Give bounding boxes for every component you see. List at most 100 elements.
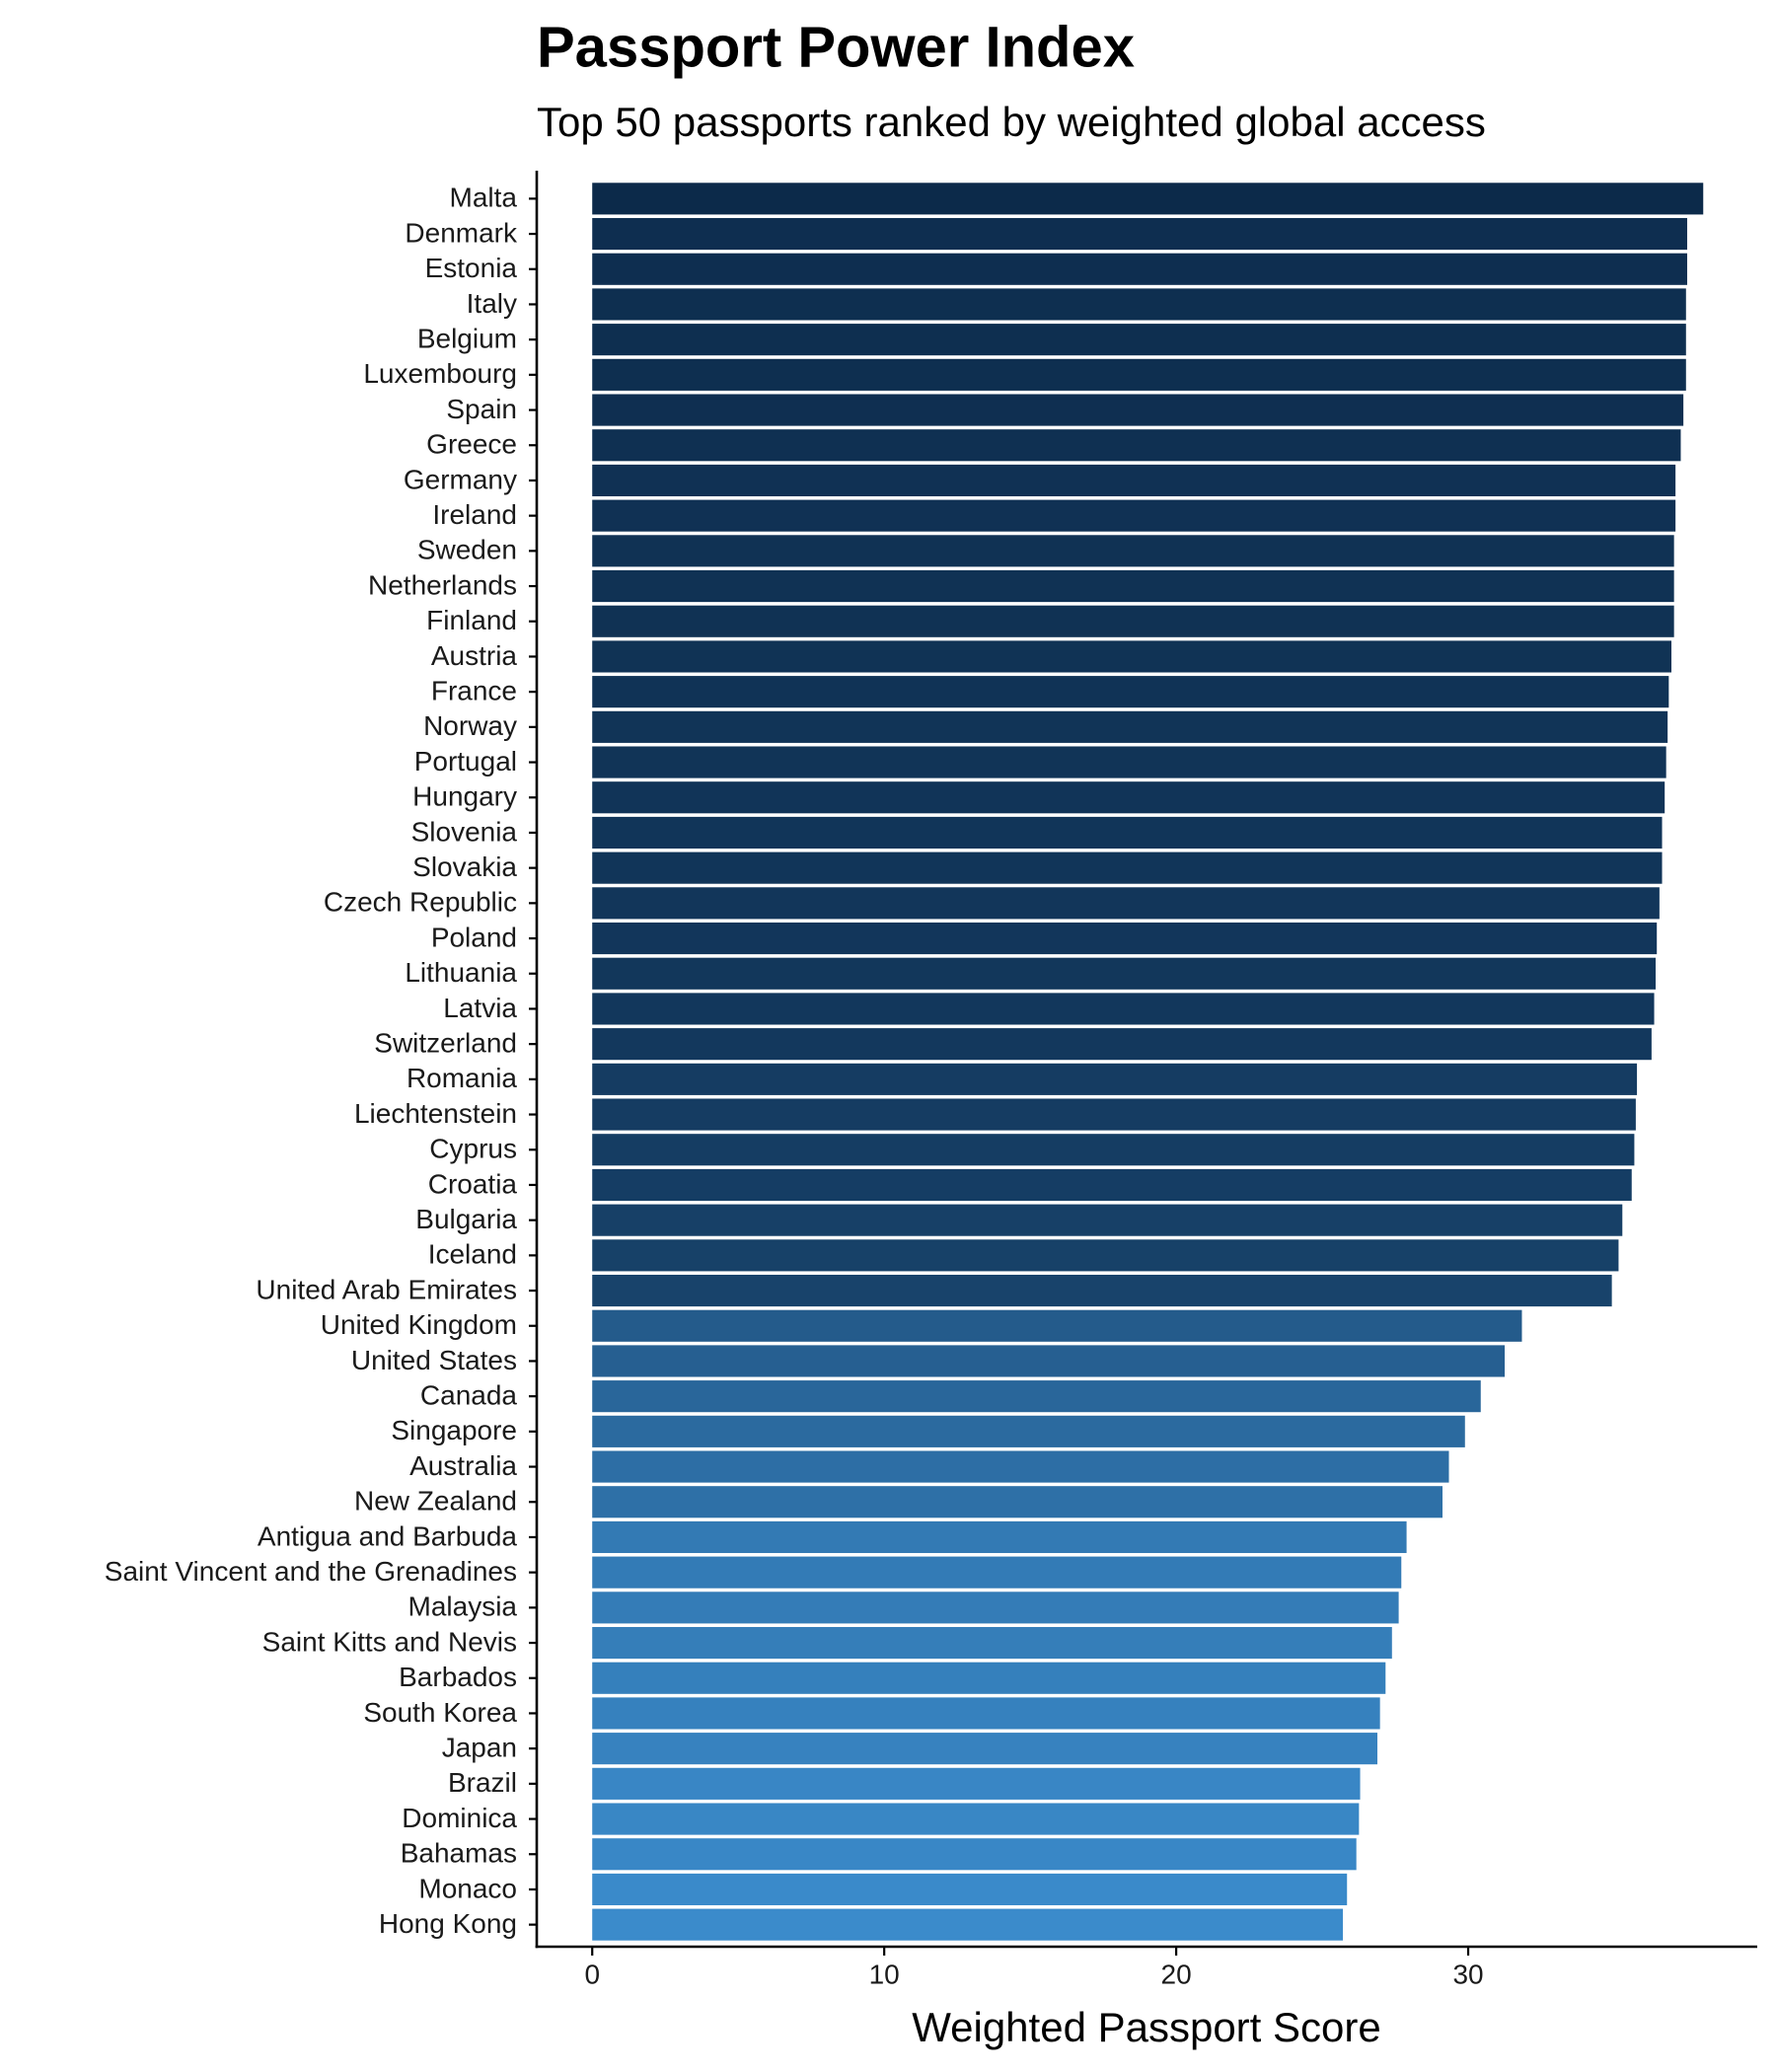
y-tick-label: Luxembourg [363,358,517,389]
bar [592,1767,1361,1800]
bar [592,217,1687,251]
bar [592,1520,1407,1554]
y-tick-label: Singapore [391,1415,517,1445]
y-tick-label: Hungary [412,781,517,812]
y-tick-label: United States [351,1345,517,1375]
y-tick-label: Cyprus [429,1134,517,1164]
bar [592,1626,1392,1660]
y-tick-label: Bahamas [401,1838,517,1869]
bar [592,1873,1348,1906]
bar [592,1803,1360,1835]
y-tick-label: Denmark [405,217,518,248]
bar [592,464,1676,497]
bar [592,816,1663,850]
bar [592,851,1663,884]
y-tick-label: Switzerland [374,1028,517,1059]
y-tick-label: United Arab Emirates [256,1274,517,1304]
y-tick-label: Saint Vincent and the Grenadines [105,1556,517,1587]
y-tick-label: Barbados [399,1662,517,1692]
bar [592,993,1655,1025]
bar [592,288,1686,321]
y-tick-label: Monaco [418,1873,517,1903]
x-axis-label: Weighted Passport Score [912,2004,1380,2050]
bar [592,887,1660,920]
bar [592,569,1674,603]
bar [592,499,1676,532]
y-tick-label: Spain [446,394,517,424]
y-tick-label: Greece [426,429,517,460]
bar [592,1098,1636,1131]
y-tick-label: Iceland [428,1239,517,1270]
bar [592,1486,1443,1518]
bar [592,1380,1481,1413]
bar [592,358,1686,391]
bar [592,781,1665,814]
y-tick-label: Bulgaria [415,1204,517,1234]
y-tick-label: Portugal [414,746,517,777]
bar [592,1063,1638,1095]
y-tick-label: Slovakia [412,851,517,882]
bar [592,922,1658,955]
y-tick-label: Hong Kong [379,1908,517,1939]
y-tick-label: Malta [450,183,518,213]
bar [592,1204,1623,1236]
chart-subtitle: Top 50 passports ranked by weighted glob… [537,99,1486,145]
bar [592,957,1657,990]
bar [592,1239,1619,1272]
bar [592,183,1704,215]
y-tick-label: Belgium [417,324,517,354]
bar [592,676,1669,708]
y-tick-label: Italy [467,288,517,319]
bar [592,710,1668,743]
y-tick-label: Saint Kitts and Nevis [262,1626,517,1657]
y-tick-label: Latvia [443,993,517,1023]
y-tick-label: Sweden [417,535,517,565]
bar [592,1450,1449,1483]
x-tick-label: 30 [1452,1959,1483,1989]
y-tick-label: Poland [431,922,517,952]
bar [592,1274,1612,1307]
y-tick-label: Liechtenstein [354,1098,517,1129]
bar [592,324,1686,356]
y-tick-label: New Zealand [354,1486,517,1517]
bar [592,640,1671,673]
y-tick-label: Ireland [432,499,517,530]
bar [592,1309,1522,1342]
y-tick-label: Lithuania [405,957,517,988]
bar [592,746,1666,778]
x-tick-label: 0 [584,1959,600,1989]
bar [592,429,1681,462]
y-tick-label: Estonia [425,253,518,283]
bar [592,535,1674,567]
bar [592,1134,1635,1166]
bar [592,394,1684,426]
y-tick-label: Austria [431,640,518,671]
bar [592,253,1687,285]
bar [592,1415,1465,1447]
y-tick-label: Romania [407,1063,517,1093]
y-tick-label: Canada [420,1380,518,1411]
bar [592,1697,1380,1730]
y-tick-label: Antigua and Barbuda [258,1520,518,1551]
y-tick-label: Norway [423,710,517,741]
y-tick-label: Slovenia [411,816,518,847]
bar [592,1556,1402,1589]
y-tick-label: Malaysia [408,1591,518,1622]
y-tick-label: Croatia [428,1168,518,1199]
y-tick-label: South Korea [363,1697,517,1728]
y-tick-label: Australia [409,1450,517,1481]
bar [592,1028,1652,1061]
y-tick-label: Finland [426,605,517,635]
bar [592,1591,1399,1624]
y-tick-label: France [431,676,517,706]
bar [592,1838,1357,1871]
y-tick-label: Brazil [448,1767,517,1798]
y-tick-label: United Kingdom [321,1309,517,1340]
y-tick-label: Japan [442,1733,517,1763]
y-tick-label: Germany [404,464,517,494]
y-tick-label: Dominica [402,1803,517,1833]
y-tick-label: Netherlands [368,569,517,600]
bar [592,1908,1344,1941]
